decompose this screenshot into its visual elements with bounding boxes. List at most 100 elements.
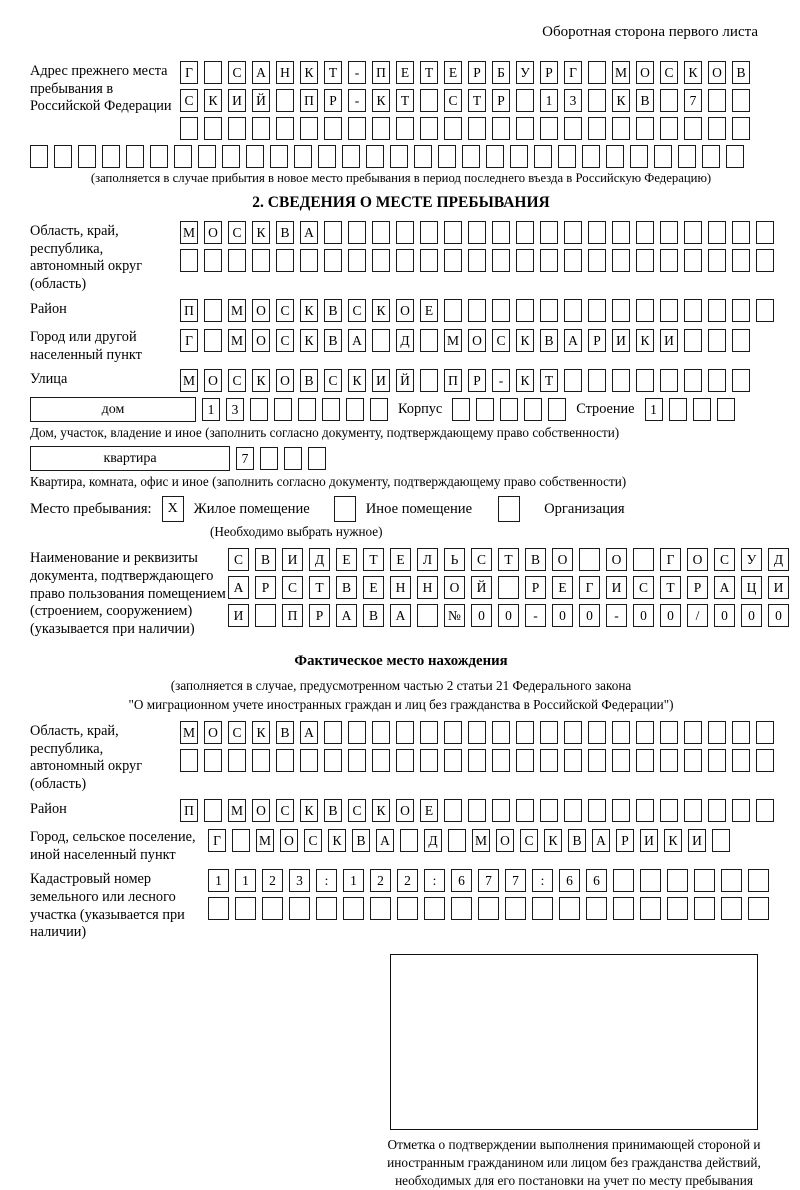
char-box[interactable] (678, 145, 696, 168)
char-box[interactable] (348, 748, 366, 772)
char-box[interactable] (424, 897, 445, 921)
char-box[interactable]: К (636, 328, 654, 352)
char-box[interactable] (462, 145, 480, 168)
char-box[interactable] (316, 897, 337, 921)
char-box[interactable]: С (633, 576, 654, 600)
char-box[interactable]: П (180, 298, 198, 322)
char-box[interactable]: 0 (660, 604, 681, 628)
char-box[interactable] (420, 720, 438, 744)
char-box[interactable] (390, 145, 408, 168)
char-box[interactable] (444, 798, 462, 822)
char-box[interactable] (712, 828, 730, 852)
char-box[interactable] (232, 828, 250, 852)
char-box[interactable] (492, 298, 510, 322)
char-box[interactable]: Г (208, 828, 226, 852)
char-box[interactable] (586, 897, 607, 921)
char-box[interactable] (228, 748, 246, 772)
char-box[interactable] (660, 720, 678, 744)
char-box[interactable]: № (444, 604, 465, 628)
char-box[interactable] (204, 61, 222, 84)
char-box[interactable]: М (444, 328, 462, 352)
char-box[interactable]: К (300, 298, 318, 322)
char-box[interactable] (500, 398, 519, 422)
char-box[interactable]: О (708, 61, 726, 84)
char-box[interactable]: П (444, 369, 462, 393)
char-box[interactable]: С (228, 720, 246, 744)
char-box[interactable] (222, 145, 240, 168)
char-box[interactable] (250, 398, 268, 422)
char-box[interactable]: Ь (444, 548, 465, 572)
char-box[interactable]: Р (468, 369, 486, 393)
char-box[interactable]: Р (468, 61, 486, 84)
char-box[interactable]: В (300, 369, 318, 393)
char-box[interactable]: У (516, 61, 534, 84)
char-box[interactable]: О (252, 798, 270, 822)
char-box[interactable]: В (352, 828, 370, 852)
char-box[interactable]: О (204, 221, 222, 244)
char-box[interactable] (756, 298, 774, 322)
char-box[interactable] (444, 249, 462, 272)
char-box[interactable] (756, 798, 774, 822)
char-box[interactable] (667, 869, 688, 893)
char-box[interactable]: В (324, 328, 342, 352)
char-box[interactable]: У (741, 548, 762, 572)
checkbox-inoe[interactable] (333, 496, 356, 523)
char-box[interactable] (235, 897, 256, 921)
char-box[interactable] (732, 369, 750, 393)
char-box[interactable] (612, 117, 630, 140)
char-box[interactable]: С (282, 576, 303, 600)
char-box[interactable] (228, 117, 246, 140)
char-box[interactable]: К (252, 369, 270, 393)
char-box[interactable] (558, 145, 576, 168)
char-box[interactable]: С (520, 828, 538, 852)
char-box[interactable]: К (372, 798, 390, 822)
char-box[interactable]: А (228, 576, 249, 600)
char-box[interactable] (532, 897, 553, 921)
char-box[interactable]: Н (390, 576, 411, 600)
char-box[interactable] (606, 145, 624, 168)
char-box[interactable] (444, 221, 462, 244)
char-box[interactable] (300, 117, 318, 140)
char-box[interactable] (708, 369, 726, 393)
char-box[interactable]: К (612, 89, 630, 112)
char-box[interactable]: Й (471, 576, 492, 600)
char-box[interactable] (660, 221, 678, 244)
char-box[interactable] (708, 328, 726, 352)
char-box[interactable] (476, 398, 495, 422)
char-box[interactable]: Д (768, 548, 789, 572)
char-box[interactable] (636, 249, 654, 272)
char-box[interactable]: П (180, 798, 198, 822)
char-box[interactable] (612, 249, 630, 272)
char-box[interactable]: Р (525, 576, 546, 600)
char-box[interactable] (524, 398, 543, 422)
char-box[interactable] (732, 221, 750, 244)
char-box[interactable] (396, 748, 414, 772)
char-box[interactable]: 7 (505, 869, 526, 893)
char-box[interactable] (468, 720, 486, 744)
char-box[interactable] (276, 89, 294, 112)
char-box[interactable]: К (516, 328, 534, 352)
char-box[interactable] (708, 298, 726, 322)
char-box[interactable]: Ц (741, 576, 762, 600)
char-box[interactable] (660, 369, 678, 393)
char-box[interactable] (732, 720, 750, 744)
char-box[interactable] (420, 249, 438, 272)
char-box[interactable] (548, 398, 567, 422)
char-box[interactable] (588, 798, 606, 822)
char-box[interactable]: Е (390, 548, 411, 572)
char-box[interactable] (372, 221, 390, 244)
char-box[interactable] (721, 869, 742, 893)
char-box[interactable]: В (255, 548, 276, 572)
char-box[interactable]: Д (424, 828, 442, 852)
char-box[interactable] (414, 145, 432, 168)
char-box[interactable]: В (568, 828, 586, 852)
char-box[interactable] (636, 117, 654, 140)
char-box[interactable] (636, 298, 654, 322)
char-box[interactable] (660, 249, 678, 272)
char-box[interactable]: Е (336, 548, 357, 572)
char-box[interactable] (420, 117, 438, 140)
char-box[interactable] (684, 298, 702, 322)
char-box[interactable] (468, 748, 486, 772)
char-box[interactable]: - (348, 61, 366, 84)
char-box[interactable] (756, 249, 774, 272)
